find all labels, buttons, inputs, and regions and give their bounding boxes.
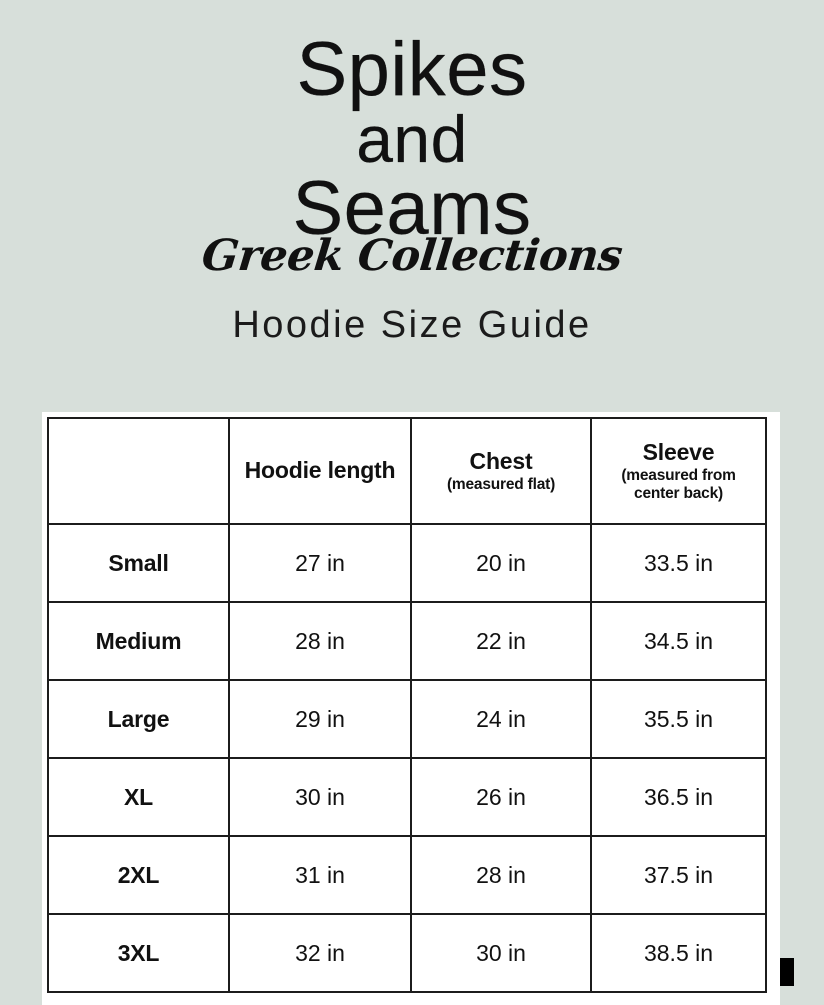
cell-hoodie-length: 31 in <box>228 835 412 915</box>
cell-chest: 24 in <box>410 679 592 759</box>
table-row: Medium 28 in 22 in 34.5 in <box>47 601 767 681</box>
table-row: 2XL 31 in 28 in 37.5 in <box>47 835 767 915</box>
cell-size: Small <box>47 523 230 603</box>
cell-hoodie-length: 28 in <box>228 601 412 681</box>
cell-chest: 26 in <box>410 757 592 837</box>
cell-sleeve: 33.5 in <box>590 523 767 603</box>
cell-sleeve: 36.5 in <box>590 757 767 837</box>
brand-line-3: Seams <box>292 165 532 251</box>
table-row: Small 27 in 20 in 33.5 in <box>47 523 767 603</box>
cell-chest: 30 in <box>410 913 592 993</box>
header-sub-sleeve: (measured from center back) <box>621 466 736 502</box>
cell-sleeve: 35.5 in <box>590 679 767 759</box>
cell-hoodie-length: 32 in <box>228 913 412 993</box>
cell-chest: 22 in <box>410 601 592 681</box>
size-guide-table: Hoodie length Chest (measured flat) Slee… <box>47 417 767 993</box>
header-sub-chest: (measured flat) <box>446 475 556 493</box>
brand-line-1: Spikes <box>296 27 528 112</box>
brand-script-tagline: Greek Collections <box>199 231 625 282</box>
header-main-chest: Chest <box>469 448 533 475</box>
header-cell-size <box>47 417 230 525</box>
page-title: Hoodie Size Guide <box>232 304 592 347</box>
card-surface: Hoodie length Chest (measured flat) Slee… <box>42 412 780 1005</box>
cell-size: Medium <box>47 601 230 681</box>
header-cell-hoodie-length: Hoodie length <box>228 417 412 525</box>
cell-size: Large <box>47 679 230 759</box>
cell-sleeve: 38.5 in <box>590 913 767 993</box>
header-main-sleeve: Sleeve <box>642 439 715 466</box>
table-header-row: Hoodie length Chest (measured flat) Slee… <box>47 417 767 525</box>
cell-hoodie-length: 29 in <box>228 679 412 759</box>
cell-hoodie-length: 27 in <box>228 523 412 603</box>
cell-sleeve: 34.5 in <box>590 601 767 681</box>
size-chart-card: Hoodie length Chest (measured flat) Slee… <box>42 412 794 1005</box>
cell-chest: 28 in <box>410 835 592 915</box>
header-cell-chest: Chest (measured flat) <box>410 417 592 525</box>
cell-size: XL <box>47 757 230 837</box>
header-cell-sleeve: Sleeve (measured from center back) <box>590 417 767 525</box>
brand-logo: Spikes and Seams Greek Collections <box>0 0 824 282</box>
cell-sleeve: 37.5 in <box>590 835 767 915</box>
table-row: XL 30 in 26 in 36.5 in <box>47 757 767 837</box>
cell-size: 2XL <box>47 835 230 915</box>
table-row: 3XL 32 in 30 in 38.5 in <box>47 913 767 993</box>
brand-line-2: and <box>356 102 468 177</box>
cell-size: 3XL <box>47 913 230 993</box>
header-main-hoodie-length: Hoodie length <box>244 457 396 484</box>
cell-hoodie-length: 30 in <box>228 757 412 837</box>
table-row: Large 29 in 24 in 35.5 in <box>47 679 767 759</box>
cell-chest: 20 in <box>410 523 592 603</box>
